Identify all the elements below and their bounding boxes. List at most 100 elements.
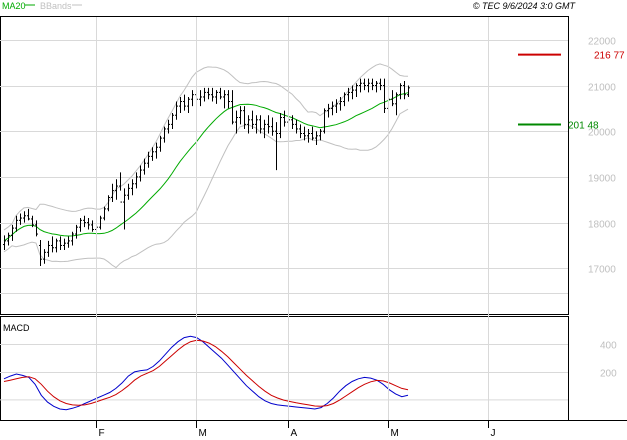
ohlc-bar — [3, 235, 6, 251]
price-tick-label: 18000 — [588, 220, 616, 231]
copyright-timestamp: © TEC 9/6/2024 3:0 GMT — [473, 1, 577, 11]
ohlc-bar — [271, 117, 274, 136]
ohlc-bar — [31, 215, 34, 228]
month-tick-label: A — [291, 428, 298, 439]
price-grid — [0, 40, 568, 294]
ohlc-bar — [43, 249, 46, 264]
ohlc-bar — [183, 94, 186, 111]
ohlc-bar — [171, 112, 174, 129]
ohlc-bar — [151, 147, 154, 161]
ohlc-bar — [303, 126, 306, 141]
ohlc-bar — [35, 220, 38, 237]
ohlc-bar — [103, 206, 106, 221]
ohlc-bar — [127, 183, 130, 200]
bband-upper-line — [3, 63, 409, 231]
ohlc-bar — [291, 115, 294, 129]
price-tick-label: 22000 — [588, 37, 616, 48]
ohlc-bar — [207, 87, 210, 100]
ohlc-bar — [123, 188, 126, 230]
ma20-polyline — [3, 92, 409, 242]
ohlc-bars — [3, 78, 410, 267]
ohlc-bar — [163, 126, 166, 143]
ohlc-bar — [259, 115, 262, 134]
ohlc-bar — [275, 122, 278, 171]
ohlc-bar — [219, 87, 222, 100]
ohlc-bar — [115, 179, 118, 200]
ohlc-bar — [63, 238, 66, 251]
ohlc-bar — [159, 135, 162, 152]
price-tick-label: 19000 — [588, 174, 616, 185]
ohlc-bar — [375, 80, 378, 93]
price-panel-frame — [0, 16, 569, 315]
ohlc-bar — [203, 87, 206, 102]
ohlc-bar — [99, 215, 102, 230]
ohlc-bar — [319, 128, 322, 141]
ohlc-bar — [139, 165, 142, 182]
ohlc-bar — [135, 172, 138, 189]
ohlc-bar — [347, 87, 350, 102]
ohlc-bar — [147, 151, 150, 168]
ohlc-bar — [223, 90, 226, 109]
ohlc-bar — [91, 220, 94, 232]
ohlc-bar — [27, 208, 30, 221]
ohlc-bar — [19, 213, 22, 225]
ohlc-bar — [15, 215, 18, 232]
ohlc-bar — [55, 238, 58, 253]
ohlc-bar — [379, 78, 382, 91]
month-tick-label: M — [199, 428, 207, 439]
ohlc-bar — [79, 218, 82, 232]
ohlc-bar — [23, 211, 26, 223]
macd-y-axis: 200 400 — [600, 341, 617, 380]
ohlc-bar — [143, 158, 146, 175]
ohlc-bar — [311, 126, 314, 141]
ohlc-bar — [215, 90, 218, 104]
macd-signal-line — [3, 339, 409, 407]
ohlc-bar — [47, 240, 50, 257]
month-tick-label: M — [391, 428, 399, 439]
price-levels: 216 77 201 48 — [518, 51, 625, 131]
ohlc-bar — [367, 78, 370, 93]
ohlc-bar — [247, 115, 250, 134]
ohlc-bar — [75, 224, 78, 239]
ohlc-bar — [227, 90, 230, 109]
ohlc-bar — [343, 92, 346, 107]
ohlc-bar — [279, 112, 282, 139]
ohlc-bar — [359, 78, 362, 93]
ohlc-bar — [59, 236, 62, 251]
ohlc-bar — [51, 236, 54, 253]
ohlc-bar — [315, 131, 318, 145]
ohlc-bar — [11, 224, 14, 241]
macd-lines — [3, 335, 409, 411]
ohlc-bar — [111, 183, 114, 203]
ohlc-bar — [7, 232, 10, 246]
ohlc-bar — [175, 101, 178, 120]
price-y-axis: 17000 18000 19000 20000 21000 22000 — [588, 37, 616, 276]
ohlc-bar — [395, 92, 398, 116]
ohlc-bar — [155, 142, 158, 159]
ohlc-bar — [351, 85, 354, 100]
ohlc-bar — [383, 78, 386, 113]
macd-tick-label: 400 — [600, 341, 617, 352]
ohlc-bar — [39, 239, 42, 267]
legend-bbands-label: BBands — [40, 1, 72, 11]
ohlc-bar — [331, 101, 334, 116]
macd-macd-line — [3, 335, 409, 411]
ohlc-bar — [119, 172, 122, 203]
ohlc-bar — [179, 96, 182, 113]
ohlc-bar — [323, 108, 326, 134]
ohlc-bar — [263, 119, 266, 139]
month-tick-label: F — [99, 428, 105, 439]
price-tick-label: 20000 — [588, 128, 616, 139]
ohlc-bar — [107, 195, 110, 212]
ohlc-bar — [187, 96, 190, 113]
ohlc-bar — [235, 110, 238, 134]
ohlc-bar — [255, 115, 258, 134]
ohlc-bar — [327, 103, 330, 118]
ohlc-bar — [299, 124, 302, 139]
ohlc-bar — [407, 85, 410, 97]
ohlc-bar — [283, 110, 286, 127]
legend-ma20-label: MA20 — [2, 1, 26, 11]
ohlc-bar — [131, 179, 134, 196]
